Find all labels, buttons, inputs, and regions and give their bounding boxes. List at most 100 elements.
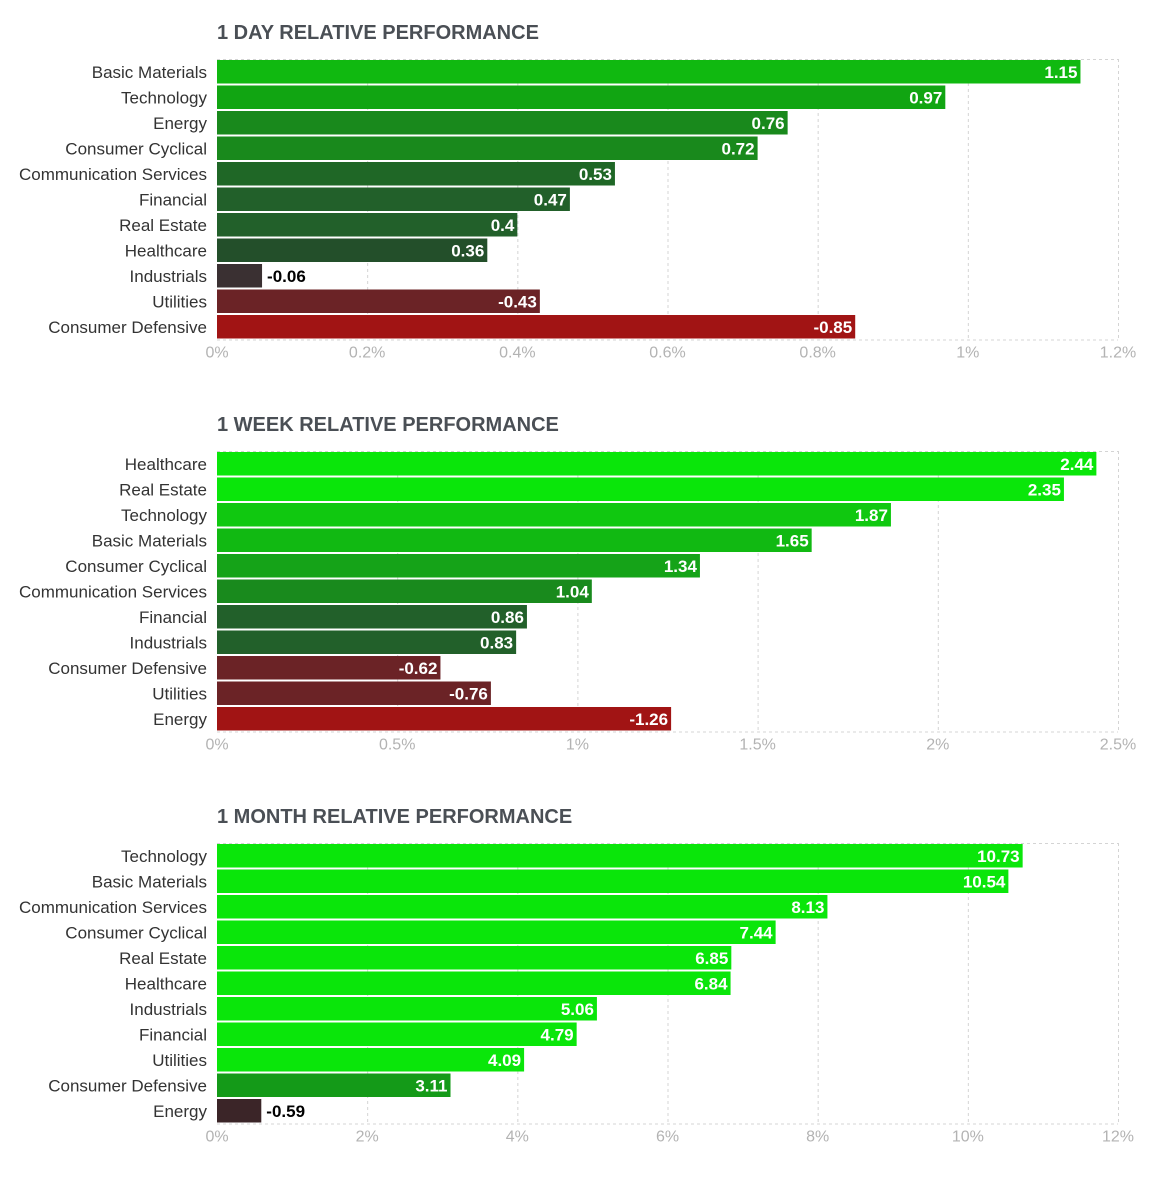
value-label: 3.11 (415, 1076, 447, 1095)
bar (217, 187, 570, 211)
bar (217, 920, 776, 944)
category-label: Real Estate (119, 949, 207, 968)
bar (217, 111, 788, 135)
category-label: Consumer Cyclical (65, 139, 207, 158)
bar (217, 238, 488, 262)
value-label: 0.76 (752, 114, 785, 133)
bar (217, 579, 592, 603)
category-label: Industrials (130, 1000, 207, 1019)
category-label: Basic Materials (92, 872, 207, 891)
value-label: -0.85 (813, 318, 852, 337)
x-tick-label: 0.2% (349, 345, 385, 362)
chart-1-day: 0% 0.2% 0.4% 0.6% 0.8% 1% 1.2% Basic Materials 1… (19, 59, 1136, 362)
x-tick-label: 2% (356, 1129, 379, 1146)
category-label: Real Estate (119, 480, 207, 499)
category-label: Communication Services (19, 582, 207, 601)
value-label: -0.43 (498, 292, 537, 311)
value-label: 1.87 (855, 506, 888, 525)
value-label: 2.44 (1060, 455, 1094, 474)
bar (217, 503, 891, 527)
category-label: Consumer Defensive (48, 659, 207, 678)
value-label: 5.06 (561, 1000, 594, 1019)
value-label: 0.53 (579, 165, 612, 184)
category-label: Utilities (152, 1051, 207, 1070)
bar (217, 630, 517, 654)
category-label: Technology (121, 506, 208, 525)
x-tick-label: 4% (506, 1129, 529, 1146)
category-label: Financial (139, 608, 207, 627)
bar (217, 1099, 262, 1123)
bar (217, 528, 812, 552)
x-tick-label: 10% (952, 1129, 984, 1146)
bar (217, 997, 597, 1021)
bar (217, 1022, 577, 1046)
value-label: -0.06 (267, 267, 306, 286)
category-label: Utilities (152, 292, 207, 311)
x-tick-label: 0.5% (379, 737, 415, 754)
chart-1-week: 0% 0.5% 1% 1.5% 2% 2.5% Healthcare 2.44 Real Est… (19, 451, 1136, 754)
bar (217, 844, 1023, 868)
x-tick-label: 6% (656, 1129, 679, 1146)
bar (217, 681, 491, 705)
chart-title: 1 WEEK RELATIVE PERFORMANCE (217, 414, 559, 436)
category-label: Financial (139, 1025, 207, 1044)
category-label: Industrials (130, 267, 207, 286)
x-tick-label: 0.6% (649, 345, 685, 362)
value-label: 8.13 (791, 898, 824, 917)
category-label: Real Estate (119, 216, 207, 235)
x-tick-label: 1% (956, 345, 979, 362)
value-label: 2.35 (1028, 480, 1061, 499)
value-label: 0.86 (491, 608, 524, 627)
value-label: 4.79 (541, 1025, 574, 1044)
chart-title: 1 MONTH RELATIVE PERFORMANCE (217, 806, 573, 828)
x-tick-label: 1% (566, 737, 589, 754)
value-label: -0.62 (399, 659, 438, 678)
value-label: 0.97 (909, 88, 942, 107)
value-label: 1.34 (664, 557, 698, 576)
category-label: Consumer Defensive (48, 1076, 207, 1095)
bar (217, 971, 731, 995)
value-label: 7.44 (740, 923, 774, 942)
value-label: 6.85 (695, 949, 728, 968)
bar (217, 264, 263, 288)
category-label: Basic Materials (92, 531, 207, 550)
x-tick-label: 2.5% (1100, 737, 1136, 754)
category-label: Energy (153, 114, 207, 133)
chart-title: 1 DAY RELATIVE PERFORMANCE (217, 22, 539, 44)
x-tick-label: 1.5% (739, 737, 775, 754)
x-tick-label: 1.2% (1100, 345, 1136, 362)
category-label: Basic Materials (92, 63, 207, 82)
chart-1-month: 0% 2% 4% 6% 8% 10% 12% Technology 10.73 Basic Mat… (19, 843, 1134, 1146)
category-label: Healthcare (125, 455, 207, 474)
category-label: Technology (121, 88, 208, 107)
bar (217, 85, 946, 109)
bar (217, 656, 441, 680)
bar (217, 289, 540, 313)
value-label: 4.09 (488, 1051, 521, 1070)
chart-panel-1-week: 1 WEEK RELATIVE PERFORMANCE 0% 0.5% 1% 1.5%… (0, 414, 1176, 794)
value-label: -0.76 (449, 684, 488, 703)
value-label: 10.73 (977, 847, 1020, 866)
x-tick-label: 0.4% (499, 345, 535, 362)
bar (217, 605, 527, 629)
bar (217, 162, 615, 186)
bar (217, 60, 1081, 84)
value-label: 0.4 (491, 216, 515, 235)
x-tick-label: 2% (926, 737, 949, 754)
value-label: 0.72 (722, 139, 755, 158)
value-label: -0.59 (266, 1102, 305, 1121)
x-tick-label: 12% (1102, 1129, 1134, 1146)
x-tick-label: 0% (205, 345, 228, 362)
category-label: Consumer Defensive (48, 318, 207, 337)
x-tick-label: 0.8% (799, 345, 835, 362)
value-label: 10.54 (963, 872, 1006, 891)
category-label: Utilities (152, 684, 207, 703)
bar (217, 1048, 525, 1072)
x-tick-label: 0% (205, 737, 228, 754)
category-label: Industrials (130, 633, 207, 652)
bar (217, 895, 828, 919)
category-label: Energy (153, 1102, 207, 1121)
category-label: Financial (139, 190, 207, 209)
bar (217, 452, 1097, 476)
bar (217, 477, 1064, 501)
